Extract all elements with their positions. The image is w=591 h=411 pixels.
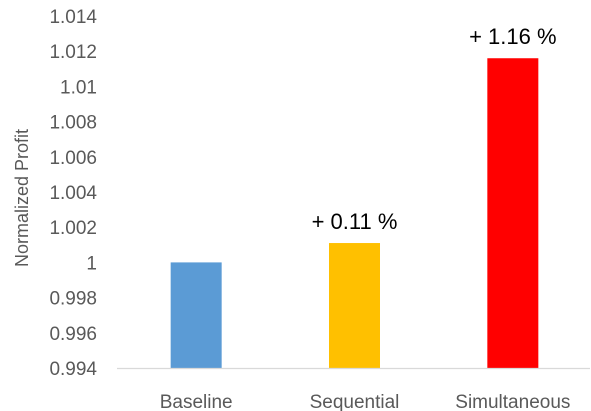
x-category-label: Simultaneous — [455, 392, 570, 411]
y-tick-label: 1.008 — [49, 113, 97, 134]
y-tick-label: 1 — [86, 253, 97, 274]
y-tick-label: 1.002 — [49, 218, 97, 239]
y-tick-label: 0.998 — [49, 289, 97, 310]
y-tick-label: 0.994 — [49, 359, 97, 380]
bar-sequential — [329, 243, 380, 368]
bar-simultaneous — [487, 58, 539, 369]
x-category-label: Baseline — [160, 392, 233, 411]
x-category-label: Sequential — [310, 392, 400, 411]
y-tick-label: 1.012 — [49, 42, 97, 63]
y-tick-label: 1.004 — [49, 183, 97, 204]
y-tick-label: 0.996 — [49, 324, 97, 345]
y-axis-title: Normalized Profit — [12, 129, 32, 267]
y-tick-label: 1.006 — [49, 148, 97, 169]
bar-data-label: + 1.16 % — [469, 24, 556, 49]
bar-data-label: + 0.11 % — [312, 209, 398, 234]
y-tick-label: 1.014 — [49, 7, 97, 28]
y-tick-label: 1.01 — [60, 77, 97, 98]
bar-baseline — [170, 262, 222, 368]
